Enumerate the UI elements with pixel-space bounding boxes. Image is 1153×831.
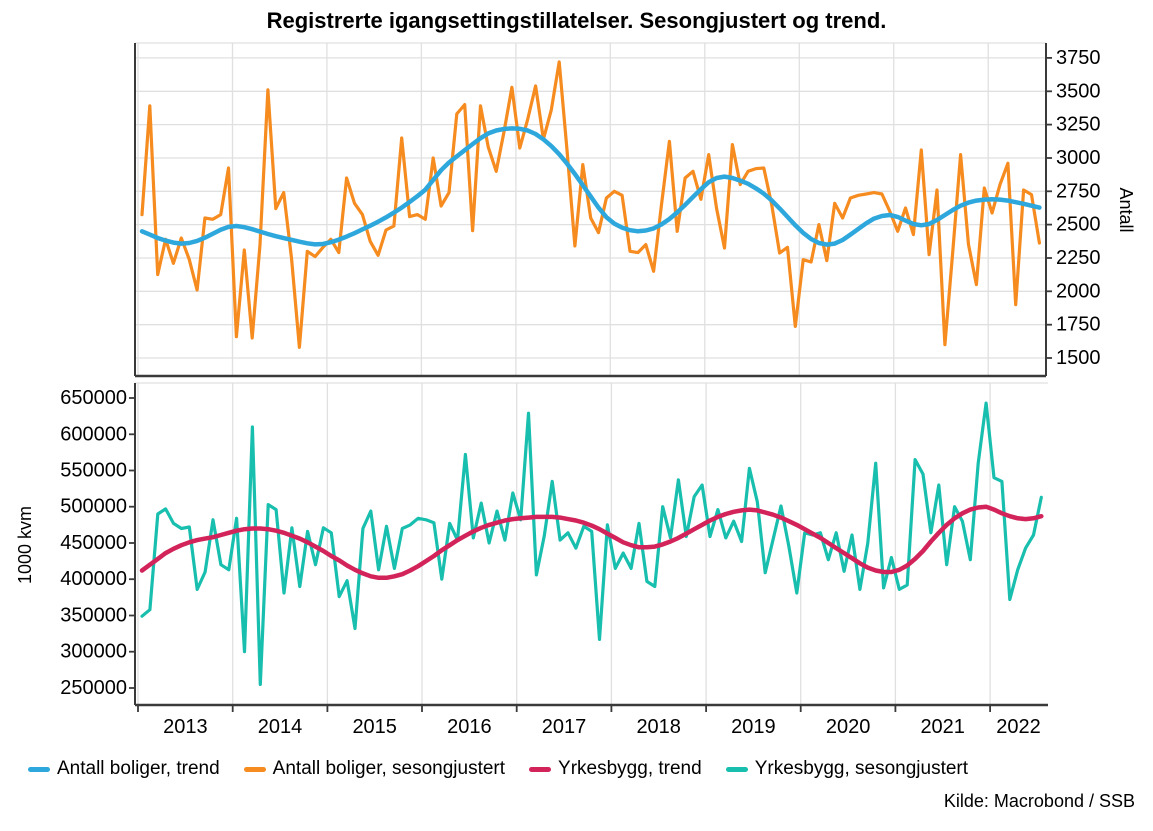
y-tick-label: 250000 <box>60 677 127 699</box>
yrkesbygg-panel-series <box>139 401 1044 687</box>
yrkesbygg-panel-y-ticks: 250000 300000 350000 400000 450000 500000 5500… <box>60 387 135 699</box>
legend-swatch-icon <box>243 766 266 772</box>
x-axis: 2013 2014 2015 2016 2017 2018 2019 2020 2021 2022 <box>137 705 1041 738</box>
y-tick-label: 1500 <box>1056 347 1101 369</box>
antall-boliger-panel-y-ticks: 1500 1750 2000 2250 2500 2750 3000 3250 3500 3750 <box>1046 47 1101 369</box>
x-tick-label: 2018 <box>636 716 681 738</box>
y-tick-label: 400000 <box>60 568 127 590</box>
legend-label: Antall boliger, trend <box>57 758 220 779</box>
legend-item-yrkesbygg-sesongjustert: Yrkesbygg, sesongjustert <box>725 758 969 780</box>
y-tick-label: 650000 <box>60 387 127 409</box>
x-tick-label: 2017 <box>542 716 587 738</box>
x-tick-label: 2014 <box>258 716 303 738</box>
legend-label: Antall boliger, sesongjustert <box>272 758 506 779</box>
charts-svg: 1500 1750 2000 2250 2500 2750 3000 3250 3500 3750… <box>15 42 1136 738</box>
y-tick-label: 450000 <box>60 532 127 554</box>
y-tick-label: 500000 <box>60 496 127 518</box>
legend-label: Yrkesbygg, trend <box>558 758 702 779</box>
legend-item-antall-boliger-trend: Antall boliger, trend <box>28 758 220 780</box>
chart-title: Registrerte igangsettingstillatelser. Se… <box>266 8 887 33</box>
legend-swatch-icon <box>529 766 552 772</box>
series-antall-boliger-sesongjustert-line <box>140 60 1042 349</box>
x-tick-label: 2019 <box>731 716 776 738</box>
legend-swatch-icon <box>725 766 748 772</box>
y-tick-label: 550000 <box>60 460 127 482</box>
legend-item-yrkesbygg-trend: Yrkesbygg, trend <box>529 758 702 780</box>
legend-label: Yrkesbygg, sesongjustert <box>754 758 969 779</box>
y-axis-title-1000-kvm: 1000 kvm <box>15 506 35 584</box>
y-tick-label: 300000 <box>60 641 127 663</box>
x-tick-label: 2021 <box>920 716 965 738</box>
series-yrkesbygg-sesongjustert-line <box>140 401 1043 687</box>
x-tick-label: 2020 <box>826 716 871 738</box>
antall-boliger-panel-vertical-gridlines <box>137 43 989 376</box>
legend-swatch-icon <box>28 766 50 772</box>
y-tick-label: 2250 <box>1056 247 1101 269</box>
y-tick-label: 3750 <box>1056 47 1101 69</box>
antall-boliger-panel-series <box>139 60 1042 349</box>
x-tick-label: 2015 <box>352 716 397 738</box>
y-tick-label: 2000 <box>1056 280 1101 302</box>
y-tick-label: 2750 <box>1056 180 1101 202</box>
series-yrkesbygg-trend-line <box>139 504 1044 581</box>
y-tick-label: 1750 <box>1056 314 1101 336</box>
legend: Antall boliger, trend Antall boliger, ses… <box>28 758 968 780</box>
y-tick-label: 3500 <box>1056 80 1101 102</box>
y-tick-label: 2500 <box>1056 214 1101 236</box>
legend-item-antall-boliger-sesongjustert: Antall boliger, sesongjustert <box>243 758 506 780</box>
y-tick-label: 3250 <box>1056 114 1101 136</box>
y-tick-label: 350000 <box>60 605 127 627</box>
y-tick-label: 3000 <box>1056 147 1101 169</box>
x-tick-label: 2013 <box>163 716 208 738</box>
yrkesbygg-panel: 250000 300000 350000 400000 450000 500000 5500… <box>15 382 1048 707</box>
source-note: Kilde: Macrobond / SSB <box>943 791 1135 811</box>
series-antall-boliger-trend-line <box>139 126 1042 247</box>
y-tick-label: 600000 <box>60 423 127 445</box>
antall-boliger-panel: 1500 1750 2000 2250 2500 2750 3000 3250 3500 3750… <box>134 42 1136 378</box>
x-tick-label: 2016 <box>447 716 492 738</box>
y-axis-title-antall: Antall <box>1116 187 1136 232</box>
yrkesbygg-panel-vertical-gridlines <box>137 383 991 705</box>
antall-boliger-panel-horizontal-gridlines <box>135 57 1046 359</box>
x-tick-label: 2022 <box>996 716 1041 738</box>
